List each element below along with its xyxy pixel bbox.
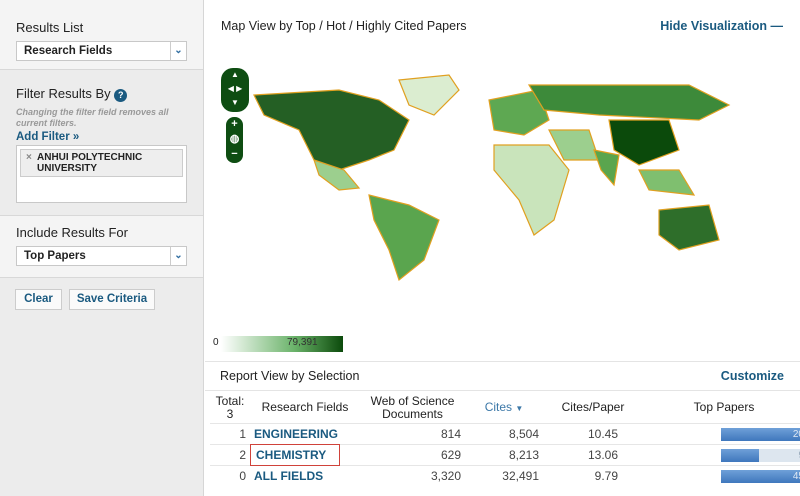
field-link[interactable]: ENGINEERING xyxy=(254,426,339,441)
rank: 0 xyxy=(239,468,246,483)
col-cites-per-paper[interactable]: Cites/Paper xyxy=(561,400,625,415)
cites-per-paper-value: 10.45 xyxy=(587,426,618,441)
zoom-in-icon[interactable]: + xyxy=(231,118,238,130)
save-criteria-button[interactable]: Save Criteria xyxy=(69,289,155,310)
filter-label-text: Filter Results By xyxy=(16,86,111,101)
map-zoom-control[interactable]: + ◍ − xyxy=(226,117,243,163)
total-label: Total: xyxy=(215,393,245,408)
table-row: 1 ENGINEERING 814 8,504 10.45 20 xyxy=(210,423,800,444)
add-filter-link[interactable]: Add Filter » xyxy=(16,131,80,143)
top-papers-bar-fill xyxy=(721,448,759,462)
docs-value: 814 xyxy=(440,426,461,441)
caret-down-icon: ▼ xyxy=(515,403,524,413)
sidebar: Results List Research Fields ⌄ Filter Res… xyxy=(0,0,204,496)
top-papers-bar[interactable]: 9 xyxy=(721,448,800,462)
zoom-out-icon[interactable]: − xyxy=(231,148,238,160)
col-top-papers[interactable]: Top Papers xyxy=(693,400,755,415)
region-africa xyxy=(493,144,570,236)
include-select[interactable]: Top Papers ⌄ xyxy=(16,246,187,266)
cites-label: Cites xyxy=(484,399,513,414)
top-papers-value: 20 xyxy=(792,428,800,440)
map-legend: 0 79,391 xyxy=(211,336,343,352)
col-research-fields[interactable]: Research Fields xyxy=(261,400,349,415)
clear-button[interactable]: Clear xyxy=(15,289,62,310)
top-papers-value: 45 xyxy=(792,470,800,482)
question-icon[interactable]: ? xyxy=(114,89,128,102)
filter-note: Changing the filter field removes all cu… xyxy=(16,107,169,128)
region-india xyxy=(593,149,620,187)
region-china xyxy=(608,119,680,166)
legend-max: 79,391 xyxy=(287,337,318,348)
cites-per-paper-value: 13.06 xyxy=(587,447,618,462)
legend-min: 0 xyxy=(213,337,219,348)
divider xyxy=(205,390,800,391)
remove-icon[interactable]: × xyxy=(26,152,32,163)
field-link[interactable]: CHEMISTRY xyxy=(249,443,341,466)
col-cites[interactable]: Cites ▼ xyxy=(465,393,543,423)
top-papers-bar[interactable]: 20 xyxy=(721,427,800,441)
col-wos-documents[interactable]: Web of Science Documents xyxy=(370,393,455,421)
region-australia xyxy=(658,204,720,251)
minus-icon: — xyxy=(770,19,784,33)
chevron-down-icon: ⌄ xyxy=(170,42,186,60)
report-title: Report View by Selection xyxy=(220,369,360,383)
total-count: 3 xyxy=(226,406,234,421)
results-list-value: Research Fields xyxy=(24,45,113,57)
region-south-america xyxy=(368,194,440,282)
top-papers-value: 9 xyxy=(798,449,800,462)
chevron-down-icon: ⌄ xyxy=(170,247,186,265)
table-row: 0 ALL FIELDS 3,320 32,491 9.79 45 xyxy=(210,465,800,486)
field-link[interactable]: ALL FIELDS xyxy=(254,468,324,483)
report-table: Total: 3 Research Fields Web of Science D… xyxy=(210,393,800,486)
results-list-label: Results List xyxy=(16,20,84,35)
filter-chip-label: ANHUI POLYTECHNIC UNIVERSITY xyxy=(37,152,143,174)
region-north-america xyxy=(253,89,410,171)
divider xyxy=(205,361,800,362)
cites-per-paper-value: 9.79 xyxy=(594,468,618,483)
rank: 2 xyxy=(239,447,246,462)
top-papers-bar-fill xyxy=(721,427,800,441)
include-label: Include Results For xyxy=(16,225,128,240)
globe-icon[interactable]: ◍ xyxy=(229,133,240,145)
customize-link[interactable]: Customize xyxy=(720,369,784,383)
region-greenland xyxy=(398,74,460,116)
top-papers-bar-fill xyxy=(721,469,800,483)
region-mexico xyxy=(313,159,361,191)
legend-gradient xyxy=(221,336,343,352)
region-europe xyxy=(488,89,550,136)
world-map[interactable] xyxy=(219,60,799,290)
rank: 1 xyxy=(239,426,246,441)
filter-chip: × ANHUI POLYTECHNIC UNIVERSITY xyxy=(20,149,183,177)
region-se-asia xyxy=(638,169,696,196)
map-title: Map View by Top / Hot / Highly Cited Pap… xyxy=(221,19,467,33)
map-pan-control[interactable]: ▲ ◀ ▶ ▼ xyxy=(221,68,249,112)
filter-label: Filter Results By ? xyxy=(16,86,187,102)
results-list-select[interactable]: Research Fields ⌄ xyxy=(16,41,187,61)
cites-value: 8,213 xyxy=(508,447,539,462)
filter-box[interactable]: × ANHUI POLYTECHNIC UNIVERSITY xyxy=(16,145,187,203)
top-papers-bar[interactable]: 45 xyxy=(721,469,800,483)
cites-value: 8,504 xyxy=(508,426,539,441)
hide-visualization-button[interactable]: Hide Visualization — xyxy=(660,19,783,33)
cites-value: 32,491 xyxy=(502,468,539,483)
docs-value: 3,320 xyxy=(430,468,461,483)
include-value: Top Papers xyxy=(24,250,86,262)
docs-value: 629 xyxy=(440,447,461,462)
hide-visualization-label: Hide Visualization xyxy=(660,19,768,33)
table-row: 2 CHEMISTRY 629 8,213 13.06 9 xyxy=(210,443,800,466)
region-russia xyxy=(527,84,731,121)
